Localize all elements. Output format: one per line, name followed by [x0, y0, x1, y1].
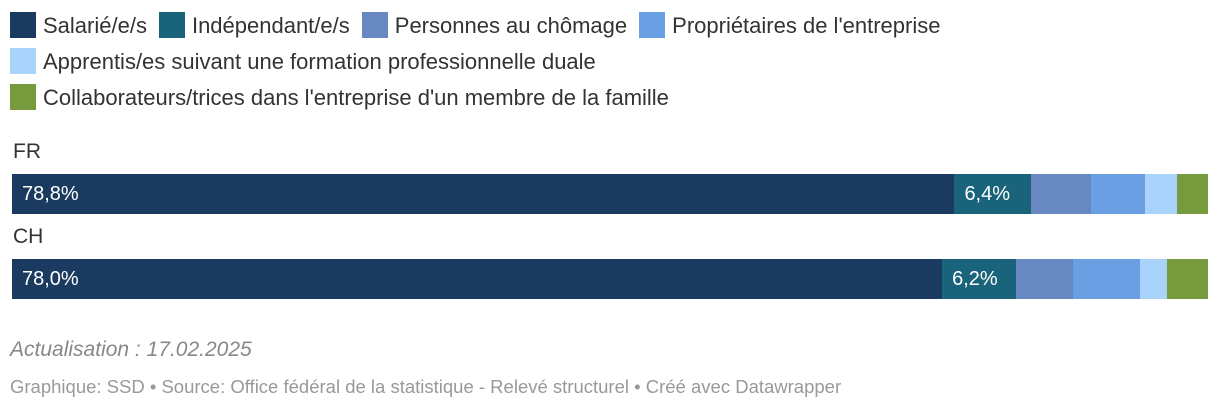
legend-swatch [361, 12, 388, 38]
data-label: 6,4% [964, 183, 1011, 205]
category-label: CH [13, 225, 44, 248]
legend-item: Salarié/e/s [10, 8, 147, 44]
legend-swatch [10, 48, 36, 74]
legend-item: Indépendant/e/s [158, 8, 350, 44]
legend-item: Collaborateurs/trices dans l'entreprise … [10, 80, 669, 116]
legend-swatch [10, 84, 36, 110]
bar-row: 78,0% 6,2% [12, 259, 1209, 299]
legend-swatch [158, 12, 185, 38]
chart-legend: Salarié/e/s Indépendant/e/s Personnes au c… [10, 8, 1200, 116]
legend-item: Propriétaires de l'entreprise [639, 8, 940, 44]
bar-segment [1140, 259, 1168, 299]
bar-segment [1176, 174, 1209, 214]
legend-label: Propriétaires de l'entreprise [672, 13, 941, 38]
legend-label: Personnes au chômage [394, 13, 628, 38]
bar-segment [12, 259, 943, 299]
bar-segment [1073, 259, 1141, 299]
bar-segment [954, 174, 1032, 214]
chart-footer: Graphique: SSD • Source: Office fédéral … [10, 376, 842, 397]
legend-swatch [639, 12, 666, 38]
bar-segment [1090, 174, 1146, 214]
data-label: 78,8% [22, 183, 79, 205]
legend-swatch [10, 12, 36, 38]
legend-label: Apprentis/es suivant une formation profe… [43, 49, 596, 74]
legend-item: Personnes au chômage [361, 8, 628, 44]
data-label: 6,2% [952, 268, 998, 290]
category-label: FR [13, 140, 41, 163]
bar-segment [942, 259, 1017, 299]
bar-segment [1016, 259, 1074, 299]
bar-row: 78,8% 6,4% [12, 174, 1209, 214]
legend-label: Collaborateurs/trices dans l'entreprise … [43, 85, 669, 110]
update-date: Actualisation : 17.02.2025 [10, 338, 252, 361]
stacked-bar-chart: FR 78,8% 6,4% CH 78,0% 6,2% [12, 140, 1209, 310]
bar-segment [1030, 174, 1092, 214]
bar-segment [1144, 174, 1178, 214]
legend-item: Apprentis/es suivant une formation profe… [10, 44, 596, 80]
legend-label: Indépendant/e/s [191, 13, 350, 38]
legend-label: Salarié/e/s [43, 13, 147, 38]
bar-segment [12, 174, 955, 214]
bar-segment [1167, 259, 1209, 299]
data-label: 78,0% [22, 268, 79, 290]
